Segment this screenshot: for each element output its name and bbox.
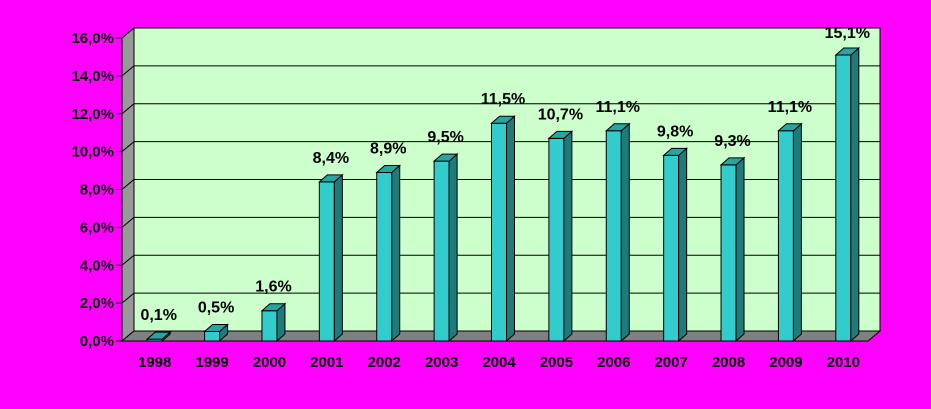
bar-2004 [490,115,516,343]
bar-top [547,130,574,139]
x-tick-label: 2005 [540,354,573,371]
data-label: 11,5% [481,91,525,108]
bar-top [375,164,402,173]
data-label: 8,9% [370,140,406,157]
bar-side [620,122,630,343]
x-tick-label: 2007 [654,354,687,371]
y-tick-label: 4,0% [80,257,114,274]
gridline [121,216,880,228]
bar-top [318,174,344,183]
bar-front [835,54,852,342]
x-tick-label: 1999 [195,354,228,371]
bar-top [260,303,287,312]
bar-2001 [318,173,344,343]
data-label: 11,1% [768,99,812,116]
gridline [121,141,880,153]
gridline [121,103,880,115]
y-tick-label: 2,0% [80,295,114,312]
bar-side [735,156,745,343]
bar-2003 [432,152,459,343]
bar-front [777,130,794,342]
y-tick-label: 6,0% [80,219,114,236]
bar-1999 [203,323,229,343]
x-tick-label: 2008 [712,354,745,371]
bar-1998 [145,331,172,343]
data-label: 9,8% [657,123,693,140]
bar-side [678,147,688,343]
bar-front [663,154,680,342]
bar-2009 [777,122,803,343]
bar-2010 [834,46,861,343]
bar-2000 [260,302,287,343]
bar-side [333,173,343,343]
y-tick-label: 10,0% [71,144,114,161]
data-label: 9,5% [427,129,463,146]
bar-top [432,153,459,162]
bar-front [548,137,565,342]
bar-front [261,310,278,342]
data-label: 15,1% [825,25,870,42]
bar-front [204,331,221,342]
bar-front [318,181,335,342]
bar-top [719,157,746,166]
x-tick-label: 2006 [597,354,630,371]
gridline [121,27,880,39]
y-tick-label: 16,0% [71,30,114,47]
gridline [121,292,880,304]
gridline [121,179,880,190]
bar-top [203,324,229,333]
data-label: 0,1% [140,307,176,324]
bar-top [490,115,516,124]
x-tick-label: 2002 [368,354,401,371]
bar-side [391,164,401,343]
y-tick-label: 0,0% [80,333,114,350]
bar-side [792,122,802,343]
bar-front [605,130,622,342]
y-tick-label: 14,0% [71,68,114,85]
gridline [121,65,880,77]
y-tick-label: 12,0% [71,106,114,123]
bar-top [145,331,172,340]
bar-2002 [375,164,402,343]
x-tick-label: 2010 [827,354,860,371]
bar-2005 [547,130,574,343]
x-tick-label: 2004 [482,354,516,371]
bar-2007 [662,147,688,343]
data-label: 8,4% [313,150,349,167]
bar-front [433,160,450,342]
bar-front [720,164,737,342]
data-label: 1,6% [255,279,291,296]
x-tick-label: 2001 [310,354,343,371]
bar-side [448,152,458,343]
bar-top [604,123,631,132]
bar-2006 [604,122,631,343]
bar-top [834,47,861,56]
bar-side [563,130,573,343]
bar-top [777,123,803,132]
gridline [121,254,880,266]
x-tick-label: 2000 [253,354,286,371]
data-label: 9,3% [714,133,750,150]
bar-side [506,115,515,343]
data-label: 10,7% [538,106,583,123]
x-tick-label: 2009 [769,354,802,371]
bar-front [491,122,507,342]
data-label: 11,1% [596,99,640,116]
x-tick-label: 1998 [138,354,171,371]
bar-2008 [719,156,746,343]
bar-top [662,147,688,156]
bar-side [850,46,860,343]
data-label: 0,5% [198,300,234,317]
x-tick-label: 2003 [425,354,458,371]
y-tick-label: 8,0% [80,182,114,199]
bar-front [376,171,393,342]
